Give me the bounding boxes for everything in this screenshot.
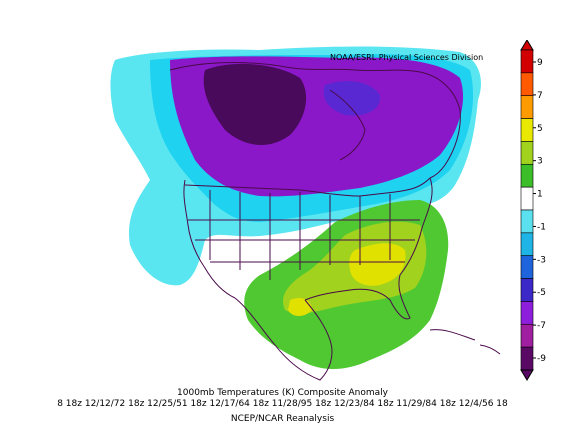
map-caption-title: 1000mb Temperatures (K) Composite Anomal… xyxy=(177,388,388,398)
colorbar-tick-label: -9 xyxy=(537,354,546,364)
colorbar-tick-label: -7 xyxy=(537,321,546,331)
colorbar-segment xyxy=(520,95,534,119)
colorbar-tick-label: 5 xyxy=(537,124,543,134)
colorbar-segment xyxy=(520,301,534,325)
strong-cold-core xyxy=(203,63,307,146)
colorbar-bottom-arrow xyxy=(520,369,534,381)
moderate-cold-pocket xyxy=(323,81,381,116)
colorbar-tick-label: 7 xyxy=(537,91,543,101)
colorbar-tick-label: 1 xyxy=(537,190,543,200)
colorbar-segment xyxy=(520,323,534,348)
colorbar-segment xyxy=(520,163,534,188)
colorbar-segment xyxy=(520,346,534,371)
map-caption-source: NCEP/NCAR Reanalysis xyxy=(230,414,335,424)
colorbar-tick-label: -5 xyxy=(537,288,546,298)
colorbar-segment xyxy=(520,209,534,234)
colorbar-segment xyxy=(520,118,534,142)
colorbar-tick-label: 9 xyxy=(537,58,543,68)
boundary-lines xyxy=(169,62,501,381)
colorbar-tick-label: -1 xyxy=(537,222,546,232)
warmest-anomaly-pocket xyxy=(288,298,312,316)
colorbar-segment xyxy=(520,278,534,302)
colorbar-segment xyxy=(520,49,534,74)
colorbar-tick-label: -3 xyxy=(537,255,546,265)
colorbar-segment xyxy=(520,141,534,165)
colorbar-segment xyxy=(520,232,534,257)
map-caption-dates: 8 18z 12/12/72 18z 12/25/51 18z 12/17/64… xyxy=(57,399,508,409)
colorbar: 9 7 5 3 1 -1 -3 -5 -7 -9 xyxy=(520,40,546,381)
data-credit: NOAA/ESRL Physical Sciences Division xyxy=(330,53,484,62)
colorbar-segment xyxy=(520,72,534,97)
colorbar-segment xyxy=(520,255,534,279)
colorbar-tick-label: 3 xyxy=(537,157,543,167)
warmest-anomaly-region xyxy=(349,243,406,286)
colorbar-segment xyxy=(520,186,534,211)
colorbar-top-arrow xyxy=(520,40,534,51)
